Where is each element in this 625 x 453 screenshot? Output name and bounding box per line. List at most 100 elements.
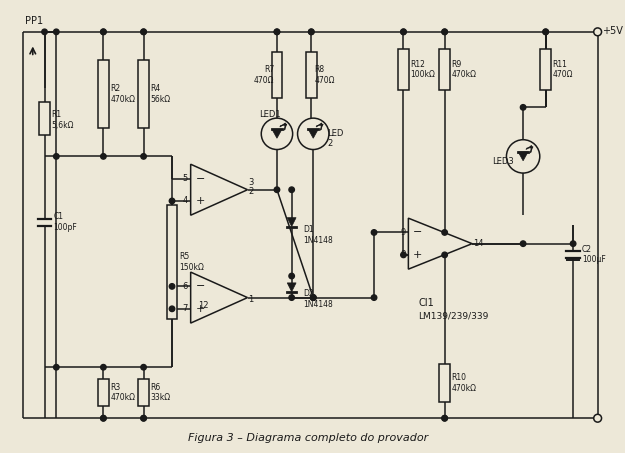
- Circle shape: [289, 273, 294, 279]
- Circle shape: [274, 29, 280, 34]
- Bar: [138, 379, 149, 406]
- Circle shape: [141, 29, 146, 34]
- Text: C2
100μF: C2 100μF: [582, 245, 606, 264]
- Circle shape: [141, 415, 146, 421]
- Bar: [138, 61, 149, 128]
- Circle shape: [289, 187, 294, 193]
- Text: C1
100pF: C1 100pF: [53, 212, 77, 232]
- Text: 5: 5: [182, 174, 188, 183]
- Text: LM139/239/339: LM139/239/339: [418, 312, 489, 321]
- Polygon shape: [518, 152, 528, 161]
- Bar: [98, 61, 109, 128]
- Text: 1: 1: [249, 295, 254, 304]
- Text: R1
5,6kΩ: R1 5,6kΩ: [51, 111, 74, 130]
- Circle shape: [101, 29, 106, 34]
- Circle shape: [371, 295, 377, 300]
- Circle shape: [442, 230, 448, 235]
- Bar: [272, 52, 282, 98]
- Circle shape: [442, 252, 448, 258]
- Text: R9
470kΩ: R9 470kΩ: [451, 60, 476, 79]
- Text: +5V: +5V: [601, 26, 622, 36]
- Circle shape: [442, 415, 448, 421]
- Circle shape: [401, 29, 406, 34]
- Text: 8: 8: [400, 251, 406, 260]
- Circle shape: [311, 295, 316, 300]
- Text: −: −: [196, 281, 205, 291]
- Circle shape: [141, 29, 146, 34]
- Text: CI1: CI1: [418, 299, 434, 308]
- Text: +: +: [196, 196, 205, 206]
- Text: −: −: [413, 227, 422, 237]
- Polygon shape: [191, 272, 248, 323]
- Polygon shape: [288, 218, 296, 226]
- Bar: [39, 102, 50, 135]
- Circle shape: [571, 241, 576, 246]
- Circle shape: [543, 29, 548, 34]
- Bar: [439, 364, 450, 402]
- Circle shape: [141, 415, 146, 421]
- Polygon shape: [288, 283, 296, 292]
- Bar: [540, 49, 551, 90]
- Text: D1
1N4148: D1 1N4148: [303, 225, 333, 245]
- Text: D2
1N4148: D2 1N4148: [303, 289, 333, 309]
- Text: R2
470kΩ: R2 470kΩ: [110, 84, 135, 104]
- Text: 4: 4: [182, 197, 188, 206]
- Polygon shape: [272, 130, 282, 138]
- Text: LED1: LED1: [259, 110, 281, 119]
- Circle shape: [442, 29, 448, 34]
- Circle shape: [521, 241, 526, 246]
- Text: 6: 6: [182, 282, 188, 291]
- Polygon shape: [408, 218, 472, 269]
- Text: 3: 3: [249, 178, 254, 188]
- Circle shape: [298, 118, 329, 149]
- Text: PP1: PP1: [25, 16, 43, 26]
- Text: +: +: [196, 304, 205, 314]
- Text: R12
100kΩ: R12 100kΩ: [411, 60, 435, 79]
- Circle shape: [371, 230, 377, 235]
- Circle shape: [54, 365, 59, 370]
- Circle shape: [169, 198, 175, 204]
- Circle shape: [309, 29, 314, 34]
- Text: R8
470Ω: R8 470Ω: [314, 65, 335, 85]
- Text: Figura 3 – Diagrama completo do provador: Figura 3 – Diagrama completo do provador: [188, 433, 428, 443]
- Text: 12: 12: [199, 301, 209, 310]
- Circle shape: [594, 28, 601, 36]
- Circle shape: [309, 29, 314, 34]
- Circle shape: [521, 105, 526, 110]
- Text: 14: 14: [473, 239, 484, 248]
- Circle shape: [54, 29, 59, 34]
- Circle shape: [311, 295, 316, 300]
- Polygon shape: [308, 130, 318, 138]
- Circle shape: [274, 29, 280, 34]
- Bar: [439, 49, 450, 90]
- Text: 2: 2: [249, 187, 254, 196]
- Text: R10
470kΩ: R10 470kΩ: [451, 373, 476, 393]
- Circle shape: [594, 414, 601, 422]
- Circle shape: [169, 306, 175, 312]
- Circle shape: [401, 29, 406, 34]
- Circle shape: [442, 29, 448, 34]
- Circle shape: [442, 415, 448, 421]
- Circle shape: [311, 295, 316, 300]
- Circle shape: [42, 29, 48, 34]
- Text: R11
470Ω: R11 470Ω: [552, 60, 573, 79]
- Circle shape: [101, 415, 106, 421]
- Bar: [398, 49, 409, 90]
- Circle shape: [401, 252, 406, 258]
- Circle shape: [101, 365, 106, 370]
- Circle shape: [261, 118, 292, 149]
- Text: LED3: LED3: [492, 157, 514, 166]
- Text: R5
150kΩ: R5 150kΩ: [179, 252, 204, 271]
- Text: +: +: [413, 250, 422, 260]
- Circle shape: [543, 29, 548, 34]
- Circle shape: [506, 140, 540, 173]
- Circle shape: [274, 187, 280, 193]
- Bar: [167, 205, 177, 319]
- Bar: [98, 379, 109, 406]
- Circle shape: [141, 365, 146, 370]
- Circle shape: [101, 29, 106, 34]
- Circle shape: [169, 284, 175, 289]
- Text: −: −: [196, 173, 205, 183]
- Text: R7
470Ω: R7 470Ω: [254, 65, 274, 85]
- Circle shape: [54, 154, 59, 159]
